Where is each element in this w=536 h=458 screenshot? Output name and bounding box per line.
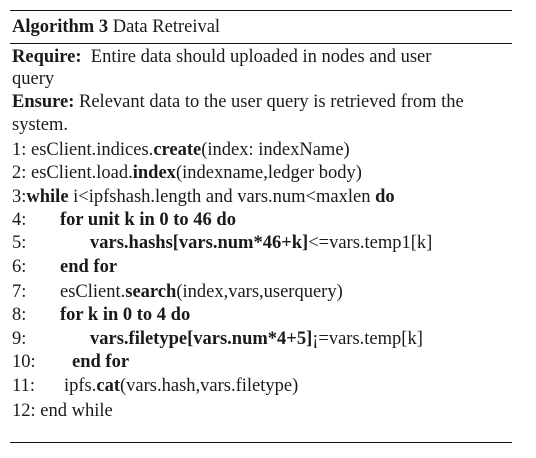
algo-line-8: 8: for k in 0 to 4 do [12, 304, 190, 326]
ensure-line-1: Ensure: Relevant data to the user query … [12, 91, 464, 113]
code-keyword: for k in 0 to 4 do [60, 305, 191, 325]
code-text: esClient. [60, 282, 126, 302]
code-text: ¡=vars.temp[k] [312, 329, 423, 349]
line-number: 4: [12, 210, 27, 230]
algo-line-3: 3:while i<ipfshash.length and vars.num<m… [12, 186, 395, 208]
algo-line-9: 9: vars.filetype[vars.num*4+5]¡=vars.tem… [12, 328, 423, 350]
line-number: 8: [12, 305, 27, 325]
code-text: (indexname,ledger body) [175, 163, 362, 183]
bottom-rule [10, 442, 512, 443]
algo-line-4: 4: for unit k in 0 to 46 do [12, 209, 236, 231]
line-number: 7: [12, 282, 27, 302]
algo-line-10: 10: end for [12, 351, 129, 373]
line-number: 10: [12, 352, 36, 372]
code-text: esClient.indices. [31, 140, 154, 160]
code-text: end while [40, 401, 113, 421]
code-keyword: end for [72, 352, 130, 372]
algo-line-1: 1: esClient.indices.create(index: indexN… [12, 139, 350, 161]
code-keyword: cat [96, 376, 120, 396]
algo-line-2: 2: esClient.load.index(indexname,ledger … [12, 162, 362, 184]
line-number: 3: [12, 187, 27, 207]
code-text: (index,vars,userquery) [176, 282, 343, 302]
require-text: Entire data should uploaded in nodes and… [90, 47, 432, 67]
ensure-label: Ensure: [12, 92, 75, 112]
algo-line-6: 6: end for [12, 256, 117, 278]
code-keyword: vars.filetype[vars.num*4+5] [90, 329, 313, 349]
code-statement: ipfs.cat(vars.hash,vars.filetype) [64, 375, 298, 397]
code-statement: vars.filetype[vars.num*4+5]¡=vars.temp[k… [90, 328, 423, 350]
line-number: 11: [12, 376, 35, 396]
top-rule [10, 10, 512, 11]
code-text: <=vars.temp1[k] [308, 233, 433, 253]
code-text: (vars.hash,vars.filetype) [120, 376, 299, 396]
algorithm-label: Algorithm 3 [12, 17, 109, 37]
code-text: esClient.load. [31, 163, 133, 183]
algorithm-title: Data Retreival [112, 17, 221, 37]
line-number: 12: [12, 401, 36, 421]
code-keyword: do [375, 187, 395, 207]
code-keyword: search [125, 282, 177, 302]
algorithm-caption: Algorithm 3 Data Retreival [12, 16, 220, 38]
caption-rule [10, 43, 512, 44]
algo-line-5: 5: vars.hashs[vars.num*46+k]<=vars.temp1… [12, 232, 432, 254]
code-keyword: end for [60, 257, 118, 277]
require-label: Require: [12, 47, 82, 67]
ensure-text: Relevant data to the user query is retri… [79, 92, 464, 112]
code-keyword: while [26, 187, 69, 207]
line-number: 5: [12, 233, 27, 253]
code-text: (index: indexName) [201, 140, 350, 160]
line-number: 1: [12, 140, 27, 160]
algo-line-11: 11: ipfs.cat(vars.hash,vars.filetype) [12, 375, 298, 397]
ensure-line-2: system. [12, 115, 69, 135]
line-number: 2: [12, 163, 27, 183]
code-text: i<ipfshash.length and vars.num<maxlen [73, 187, 371, 207]
algo-line-7: 7: esClient.search(index,vars,userquery) [12, 281, 343, 303]
code-statement: vars.hashs[vars.num*46+k]<=vars.temp1[k] [90, 232, 432, 254]
code-statement: esClient.search(index,vars,userquery) [60, 281, 343, 303]
code-keyword: for unit k in 0 to 46 do [60, 210, 236, 230]
algo-line-12: 12: end while [12, 400, 113, 422]
code-text: ipfs. [64, 376, 97, 396]
require-line-1: Require: Entire data should uploaded in … [12, 46, 512, 69]
code-keyword: index [132, 163, 176, 183]
line-number: 9: [12, 329, 27, 349]
code-keyword: vars.hashs[vars.num*46+k] [90, 233, 309, 253]
require-line-2: query [12, 69, 55, 89]
code-keyword: create [153, 140, 202, 160]
line-number: 6: [12, 257, 27, 277]
